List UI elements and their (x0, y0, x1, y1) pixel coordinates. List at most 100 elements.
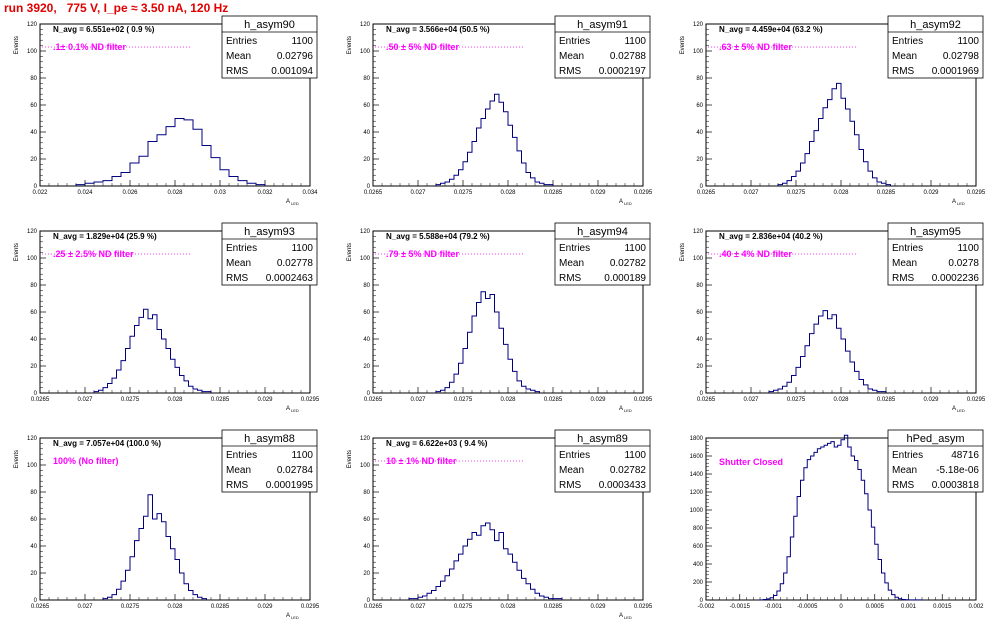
y-tick-label: 120 (360, 22, 371, 28)
x-tick-label: 0.0275 (121, 397, 140, 403)
x-axis-title-subscript: LED (291, 201, 299, 206)
stats-mean-value: 0.02784 (277, 465, 314, 476)
filter-label: Shutter Closed (719, 457, 783, 467)
x-axis-title-main: A (619, 613, 623, 619)
stats-rms-value: 0.0001969 (932, 66, 980, 77)
y-tick-label: 80 (30, 76, 37, 82)
stats-entries-value: 1100 (624, 450, 646, 461)
x-tick-label: 0.0295 (967, 397, 986, 403)
stats-entries-value: 1100 (291, 450, 313, 461)
stats-box (887, 222, 984, 286)
stats-mean-label: Mean (892, 51, 917, 62)
stats-entries-value: 1100 (624, 36, 646, 47)
x-axis-title-main: A (619, 199, 623, 205)
histogram-chart: 0 20 40 60 80 100 120 0.0265 0.027 0.0275 0.028 0.0… (680, 15, 986, 206)
x-tick-label: 0.0265 (697, 190, 716, 196)
stats-rms-value: 0.000189 (604, 273, 646, 284)
y-axis-title: Events (347, 450, 353, 468)
stats-mean-label: Mean (892, 258, 917, 269)
x-tick-label: 0.0295 (634, 190, 653, 196)
stats-mean-label: Mean (559, 51, 584, 62)
n-avg-label: N_avg = 5.588e+04 (79.2 %) (386, 232, 490, 241)
stats-rms-label: RMS (226, 480, 249, 491)
n-avg-label: N_avg = 4.459e+04 (63.2 %) (719, 25, 823, 34)
stats-histogram-name: h_asym90 (244, 19, 295, 31)
histogram-panel: 0 20 40 60 80 100 120 0.0265 0.027 0.0275 0.028 0.0… (343, 14, 663, 219)
stats-rms-value: 0.0003818 (932, 480, 980, 491)
x-tick-label: 0.0285 (211, 397, 230, 403)
x-tick-label: -0.0015 (730, 604, 751, 610)
n-avg-label: N_avg = 2.836e+04 (40.2 %) (719, 232, 823, 241)
y-tick-label: 1400 (690, 472, 704, 478)
y-tick-label: 120 (693, 22, 704, 28)
x-axis-title: ALED (952, 406, 965, 413)
n-avg-label: N_avg = 3.566e+04 (50.5 %) (386, 25, 490, 34)
stats-rms-label: RMS (892, 66, 915, 77)
y-axis-title: Events (347, 243, 353, 261)
y-tick-label: 80 (30, 283, 37, 289)
y-tick-label: 60 (696, 103, 703, 109)
histogram-series-line (768, 310, 887, 393)
stats-box (887, 15, 984, 79)
x-axis-title-subscript: LED (957, 408, 965, 413)
x-tick-label: 0.027 (77, 397, 93, 403)
y-tick-label: 0 (367, 598, 371, 604)
y-axis-title: Events (14, 243, 20, 261)
y-tick-label: 60 (30, 310, 37, 316)
stats-rms-value: 0.0003433 (599, 480, 647, 491)
stats-mean-label: Mean (892, 465, 917, 476)
x-tick-label: 0.026 (122, 190, 138, 196)
y-tick-label: 0 (367, 391, 371, 397)
stats-entries-label: Entries (226, 36, 257, 47)
page-title: run 3920, 775 V, I_pe ≈ 3.50 nA, 120 Hz (4, 1, 229, 15)
stats-box (221, 15, 318, 79)
x-tick-label: 0.0275 (454, 190, 473, 196)
x-tick-label: 0.029 (590, 604, 606, 610)
y-tick-label: 20 (363, 157, 370, 163)
stats-entries-label: Entries (892, 36, 923, 47)
y-tick-label: 20 (30, 157, 37, 163)
y-tick-label: 40 (30, 130, 37, 136)
stats-rms-value: 0.0001995 (266, 480, 314, 491)
x-tick-label: 0.0275 (787, 190, 806, 196)
x-tick-label: 0.0285 (544, 604, 563, 610)
x-tick-label: 0.0275 (454, 604, 473, 610)
x-tick-label: 0.0265 (364, 604, 383, 610)
x-tick-label: 0.0295 (301, 397, 320, 403)
x-tick-label: 0.029 (590, 397, 606, 403)
stats-mean-label: Mean (559, 258, 584, 269)
stats-entries-label: Entries (559, 450, 590, 461)
stats-entries-value: 48716 (951, 450, 979, 461)
y-axis-title: Events (680, 36, 686, 54)
stats-mean-value: 0.02778 (277, 258, 314, 269)
histogram-series-line (435, 291, 540, 393)
y-tick-label: 80 (696, 76, 703, 82)
y-tick-label: 60 (363, 103, 370, 109)
histogram-chart: 0 20 40 60 80 100 120 0.0265 0.027 0.0275 0.028 0.0… (347, 429, 653, 620)
x-tick-label: 0.0265 (364, 190, 383, 196)
x-tick-label: 0.028 (167, 397, 183, 403)
x-tick-label: 0.0275 (787, 397, 806, 403)
x-axis-title-subscript: LED (291, 615, 299, 620)
x-tick-label: 0.028 (167, 190, 183, 196)
filter-label: 10 ± 1% ND filter (386, 456, 457, 466)
x-axis-title: ALED (619, 406, 632, 413)
histogram-chart: 0 200 400 600 800 1000 1200 1400 1600 1800 -0.002 -… (690, 429, 984, 610)
stats-histogram-name: h_asym88 (244, 433, 295, 445)
y-tick-label: 600 (693, 544, 704, 550)
filter-label: .1± 0.1% ND filter (53, 42, 126, 52)
x-tick-label: 0.028 (833, 190, 849, 196)
histogram-panel: 0 20 40 60 80 100 120 0.0265 0.027 0.0275 0.028 0.0… (676, 14, 996, 219)
x-axis-title-subscript: LED (291, 408, 299, 413)
filter-label: .63 ± 5% ND filter (719, 42, 792, 52)
stats-mean-value: 0.0278 (948, 258, 979, 269)
stats-mean-value: 0.02788 (610, 51, 647, 62)
x-axis-title: ALED (952, 199, 965, 206)
y-tick-label: 100 (693, 256, 704, 262)
x-tick-label: 0.029 (257, 397, 273, 403)
stats-mean-value: 0.02782 (610, 465, 647, 476)
x-tick-label: 0.0015 (933, 604, 952, 610)
stats-histogram-name: h_asym95 (910, 226, 961, 238)
stats-histogram-name: h_asym91 (577, 19, 628, 31)
x-tick-label: 0.029 (923, 190, 939, 196)
